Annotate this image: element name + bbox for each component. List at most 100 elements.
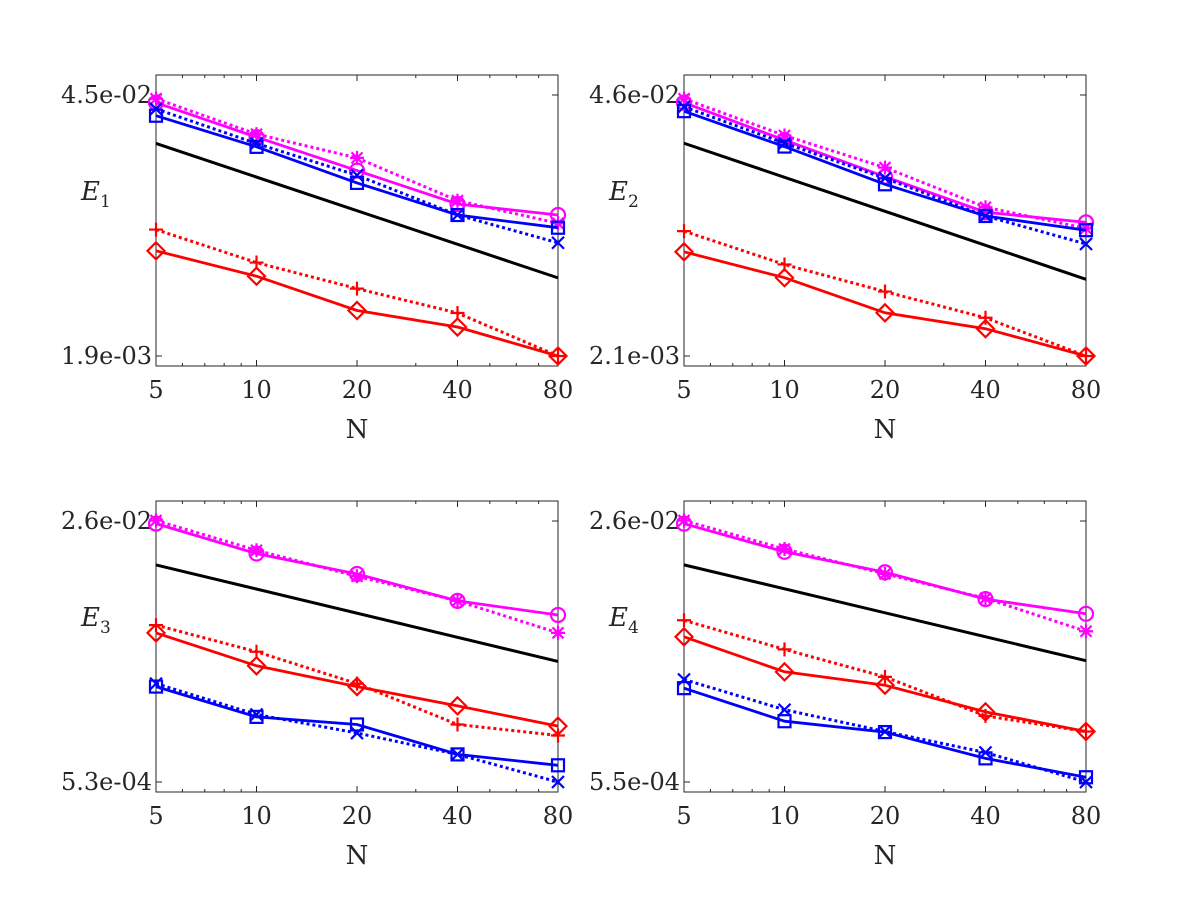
data-point-x xyxy=(551,235,565,250)
data-point-x xyxy=(1079,775,1093,789)
x-tick-label: 5 xyxy=(676,376,691,404)
x-tick-label: 80 xyxy=(1071,802,1102,830)
data-point-asterisk xyxy=(450,593,465,608)
series-4 xyxy=(149,676,565,789)
data-point-diamond xyxy=(774,267,795,288)
series-line xyxy=(683,250,1087,358)
data-point-x xyxy=(978,209,993,223)
reference-line xyxy=(155,142,559,280)
reference-line xyxy=(683,141,1087,281)
data-point-x xyxy=(878,724,892,739)
data-point-diamond xyxy=(447,316,468,338)
x-tick-label: 20 xyxy=(342,376,373,404)
data-point-x xyxy=(978,745,993,760)
data-point-asterisk xyxy=(551,625,565,640)
y-axis-label: E2 xyxy=(608,177,639,212)
data-point-square xyxy=(676,104,692,119)
series-2 xyxy=(677,513,1093,639)
y-tick-label: 5.5e-04 xyxy=(589,768,680,796)
data-point-asterisk xyxy=(450,193,465,208)
x-tick-label: 10 xyxy=(769,376,800,404)
series-5 xyxy=(149,222,565,363)
x-axis-label: N xyxy=(346,841,369,871)
y-axis-label: E1 xyxy=(80,177,111,212)
series-1 xyxy=(147,94,567,224)
data-point-diamond xyxy=(447,695,468,716)
data-point-square xyxy=(676,681,692,696)
data-point-diamond xyxy=(145,240,167,261)
series-line xyxy=(683,105,1087,246)
series-line xyxy=(683,109,1087,232)
data-point-asterisk xyxy=(677,513,691,528)
data-point-asterisk xyxy=(350,150,364,165)
data-point-diamond xyxy=(975,701,996,722)
series-2 xyxy=(149,91,565,231)
data-point-square xyxy=(349,717,365,732)
series-line xyxy=(155,101,559,217)
data-point-asterisk xyxy=(249,543,264,558)
data-point-plus xyxy=(450,717,465,732)
data-point-diamond xyxy=(673,241,695,262)
data-point-asterisk xyxy=(777,128,792,143)
data-point-diamond xyxy=(547,716,569,737)
x-tick-label: 40 xyxy=(442,376,473,404)
series-line xyxy=(155,682,559,784)
data-point-x xyxy=(551,775,565,789)
data-point-x xyxy=(677,672,691,687)
x-tick-label: 10 xyxy=(241,376,272,404)
x-tick-label: 10 xyxy=(241,802,272,830)
y-tick-label: 4.5e-02 xyxy=(61,81,152,109)
data-point-diamond xyxy=(346,676,368,697)
data-point-diamond xyxy=(246,655,267,676)
data-point-diamond xyxy=(975,318,996,339)
x-axis-label: N xyxy=(346,415,369,445)
series-line xyxy=(683,635,1087,733)
x-axis-label: N xyxy=(874,841,897,871)
data-point-square xyxy=(450,207,465,223)
data-point-asterisk xyxy=(978,591,993,606)
data-point-plus xyxy=(677,613,691,628)
x-tick-label: 20 xyxy=(870,376,901,404)
x-tick-label: 20 xyxy=(342,802,373,830)
data-point-plus xyxy=(149,222,163,237)
series-line xyxy=(155,228,559,358)
data-point-x xyxy=(677,100,691,114)
data-point-diamond xyxy=(673,626,695,647)
data-point-square xyxy=(249,139,264,154)
y-tick-label: 1.9e-03 xyxy=(61,342,152,370)
series-line xyxy=(683,618,1087,733)
data-point-asterisk xyxy=(149,91,163,106)
data-point-diamond xyxy=(874,675,896,696)
panel-1: 5 10 20 40 80 4.5e-02 1.9e-03 N E1 xyxy=(61,74,574,445)
data-point-square xyxy=(877,724,893,740)
data-point-asterisk xyxy=(249,127,264,142)
data-point-plus xyxy=(777,642,792,657)
data-point-square xyxy=(550,220,566,235)
y-tick-label: 4.6e-02 xyxy=(589,81,680,109)
data-point-x xyxy=(350,726,364,740)
series-6 xyxy=(673,626,1097,742)
x-tick-label: 80 xyxy=(543,376,574,404)
data-point-asterisk xyxy=(1079,624,1093,639)
series-line xyxy=(155,249,559,358)
x-tick-label: 40 xyxy=(970,376,1001,404)
x-tick-label: 5 xyxy=(148,376,163,404)
data-point-asterisk xyxy=(551,216,565,231)
series-2 xyxy=(677,91,1093,236)
data-point-square xyxy=(450,747,465,762)
series-4 xyxy=(677,100,1093,251)
data-point-diamond xyxy=(145,622,167,643)
series-line xyxy=(155,631,559,728)
data-point-circle xyxy=(549,606,567,624)
data-point-square xyxy=(978,208,993,224)
data-point-x xyxy=(777,136,792,151)
series-4 xyxy=(677,672,1093,789)
data-point-x xyxy=(249,136,264,151)
data-point-x xyxy=(149,102,163,116)
y-tick-label: 2.1e-03 xyxy=(589,342,680,370)
series-line xyxy=(683,229,1087,358)
data-point-square xyxy=(249,709,264,724)
data-point-x xyxy=(450,747,465,762)
x-tick-label: 10 xyxy=(769,802,800,830)
x-tick-label: 40 xyxy=(442,802,473,830)
